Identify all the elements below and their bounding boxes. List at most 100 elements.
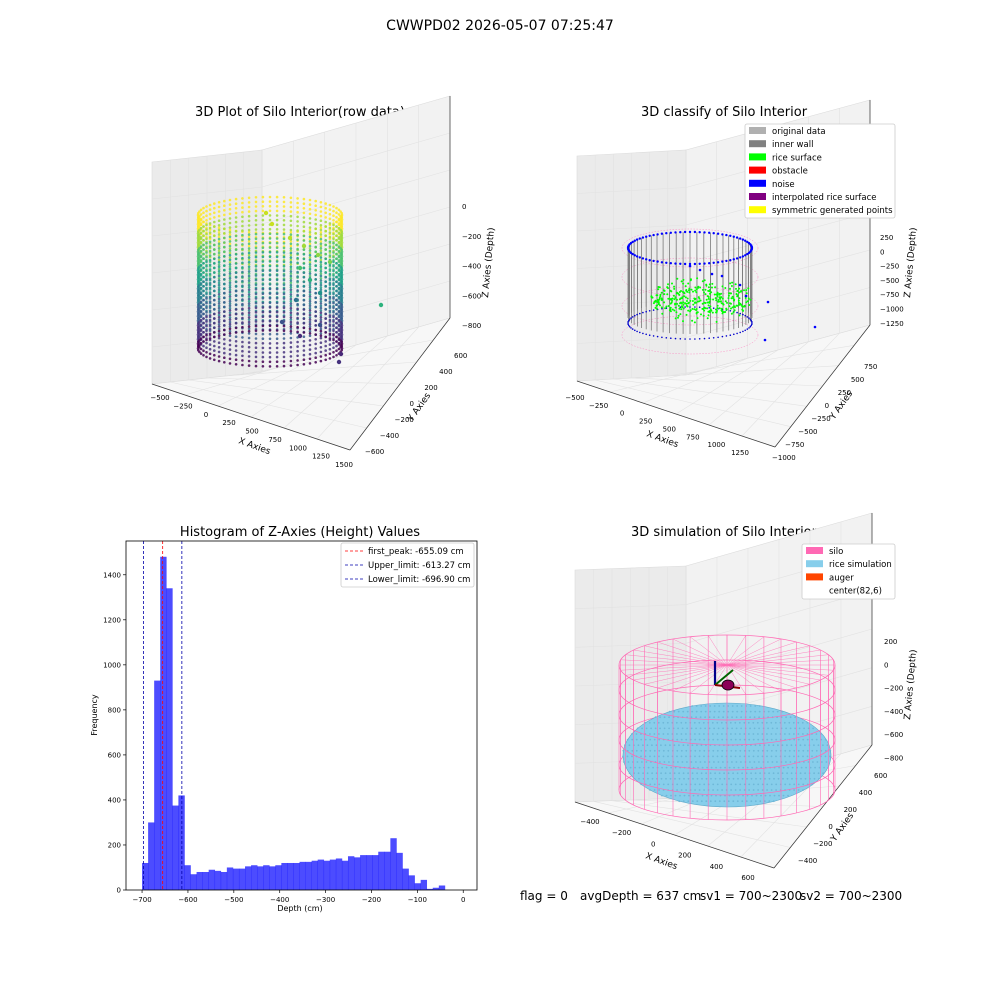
rice-point — [722, 727, 724, 730]
data-point — [228, 318, 232, 321]
data-point — [213, 271, 216, 274]
silo-roof-line — [726, 664, 810, 685]
rice-point — [786, 777, 789, 780]
rice-surface-point — [680, 280, 683, 283]
data-point — [308, 288, 312, 292]
x-axis-label: X Axies — [237, 436, 272, 457]
data-point — [302, 358, 306, 362]
data-point — [337, 217, 341, 221]
data-point — [205, 219, 208, 222]
data-point — [332, 246, 335, 250]
rice-surface-point — [735, 287, 737, 290]
rice-point — [714, 777, 717, 780]
rice-point — [775, 733, 777, 735]
rice-point — [712, 755, 714, 758]
noise-point — [725, 233, 728, 237]
data-point — [268, 329, 272, 332]
data-point — [234, 331, 238, 334]
data-point — [328, 235, 332, 239]
rice-surface-point — [664, 307, 667, 310]
data-point — [328, 212, 332, 216]
rice-point — [651, 744, 653, 747]
data-point — [241, 243, 244, 246]
rice-surface-point — [693, 298, 696, 301]
silo-roof-line — [633, 649, 728, 666]
data-point — [213, 344, 216, 348]
rice-point — [728, 777, 730, 780]
legend-label: center(82,6) — [829, 587, 882, 597]
data-point — [217, 334, 221, 338]
data-point — [208, 277, 212, 280]
rice-point — [778, 794, 780, 797]
rice-surface-point — [721, 312, 724, 315]
data-point — [302, 285, 306, 288]
rice-point — [797, 789, 800, 791]
data-point — [228, 263, 232, 266]
rice-point — [817, 772, 820, 775]
data-point — [328, 327, 332, 331]
rice-surface-point — [738, 303, 741, 306]
rice-point — [768, 777, 771, 780]
tick-label: −750 — [785, 441, 804, 449]
data-point — [241, 316, 244, 320]
data-point — [228, 249, 232, 252]
data-point — [308, 270, 312, 273]
data-point — [241, 275, 244, 278]
data-point — [241, 302, 244, 306]
data-point — [228, 279, 232, 282]
data-point — [308, 249, 312, 252]
rice-point — [696, 800, 699, 803]
rice-surface-point — [687, 302, 690, 305]
rice-surface-point — [695, 312, 698, 315]
rice-surface-point — [730, 312, 733, 315]
data-point — [328, 304, 332, 308]
data-point — [208, 231, 212, 234]
rice-point — [806, 733, 809, 735]
noise-point — [679, 338, 682, 340]
data-point — [308, 286, 312, 289]
data-point — [308, 304, 312, 308]
noise-point — [628, 324, 630, 327]
data-point — [234, 202, 238, 205]
data-point — [198, 247, 201, 250]
rice-point — [642, 744, 644, 747]
data-point — [335, 220, 338, 224]
data-point — [308, 230, 312, 234]
rice-point — [690, 727, 693, 730]
rice-surface-point — [666, 293, 669, 296]
data-point — [328, 263, 332, 267]
rice-point — [768, 772, 770, 775]
data-point — [247, 355, 251, 358]
rice-point — [766, 789, 768, 791]
data-point — [234, 262, 238, 265]
noise-point — [648, 259, 651, 262]
data-point — [340, 253, 344, 256]
rice-point — [721, 738, 724, 741]
legend-swatch — [749, 127, 766, 134]
data-point — [289, 313, 293, 317]
data-point — [282, 219, 286, 222]
data-point — [308, 267, 312, 271]
rice-surface-point — [686, 305, 689, 308]
rice-point — [734, 738, 737, 741]
rice-point — [640, 755, 642, 758]
data-point — [332, 329, 335, 333]
histogram-bar — [148, 822, 155, 890]
rice-surface-point — [674, 306, 677, 309]
rice-surface-point — [705, 283, 708, 286]
data-point — [223, 291, 226, 295]
rice-surface-point — [689, 299, 692, 302]
data-point — [254, 364, 258, 368]
data-point — [205, 209, 208, 213]
data-point — [223, 342, 226, 346]
data-point — [234, 285, 238, 288]
rice-point — [775, 789, 777, 791]
data-point — [289, 281, 293, 285]
data-point — [205, 329, 208, 333]
legend-label: Upper_limit: -613.27 cm — [368, 561, 471, 571]
histogram-bar — [420, 879, 428, 890]
data-point — [241, 289, 244, 292]
data-point — [254, 200, 258, 204]
rice-point — [649, 749, 652, 752]
data-point — [308, 198, 312, 202]
